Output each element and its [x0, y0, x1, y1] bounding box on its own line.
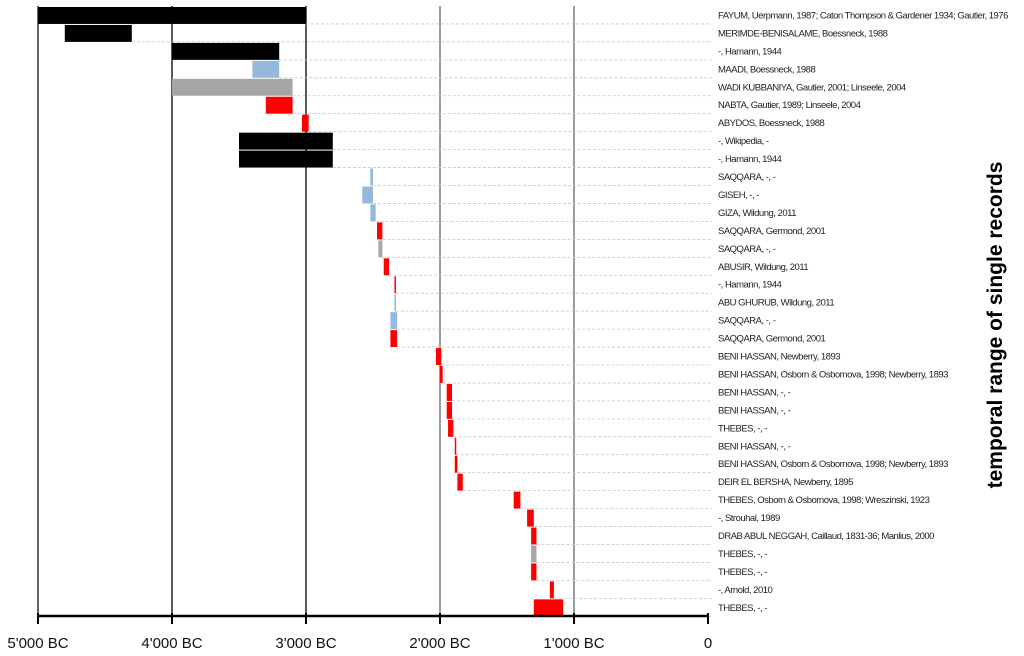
range-bar-5 — [265, 96, 293, 114]
x-axis: 5'000 BC 4'000 BC 3'000 BC 2'000 BC 1'000 BC… — [7, 613, 712, 652]
record-label-8: -, Hamann, 1944 — [718, 154, 781, 165]
record-label-13: SAQQARA, -, - — [718, 244, 776, 255]
record-label-32: -, Arnold, 2010 — [718, 585, 773, 596]
range-bar-30 — [531, 545, 537, 563]
range-bar-1 — [64, 24, 132, 42]
range-bar-31 — [531, 563, 537, 581]
range-bar-25 — [454, 455, 458, 473]
range-bar-20 — [440, 366, 443, 383]
record-label-18: SAQQARA, Germond, 2001 — [718, 334, 825, 345]
range-bar-2 — [172, 42, 280, 60]
range-bar-17 — [390, 312, 398, 330]
record-label-11: GIZA, Wildung, 2011 — [718, 208, 796, 219]
range-bar-12 — [377, 222, 383, 240]
record-label-1: MERIMDE-BENISALAME, Boessneck, 1988 — [718, 28, 888, 39]
range-bar-27 — [513, 491, 521, 509]
record-label-20: BENI HASSAN, Osborn & Osbornova, 1998; N… — [718, 369, 948, 380]
record-label-27: THEBES, Osborn & Osbornova, 1998; Wreszi… — [718, 495, 930, 506]
x-tick-label-3: 2'000 BC — [409, 635, 470, 652]
range-bar-19 — [435, 348, 442, 365]
record-label-31: THEBES, -, - — [718, 567, 767, 578]
range-bar-9 — [370, 168, 373, 186]
range-bar-24 — [454, 437, 457, 455]
record-label-10: GISEH, -, - — [718, 190, 759, 201]
record-label-25: BENI HASSAN, Osborn & Osbornova, 1998; N… — [718, 459, 948, 470]
x-tick-label-1: 4'000 BC — [141, 635, 202, 652]
range-bar-3 — [252, 60, 280, 78]
x-tick-label-5: 0 — [704, 635, 712, 652]
range-bar-14 — [383, 258, 390, 276]
range-bar-4 — [172, 78, 293, 96]
range-bar-22 — [446, 401, 453, 419]
record-label-9: SAQQARA, -, - — [718, 172, 776, 183]
record-label-17: SAQQARA, -, - — [718, 316, 776, 327]
record-labels: FAYUM, Uerpmann, 1987; Caton Thompson & … — [718, 10, 1009, 614]
record-label-24: BENI HASSAN, -, - — [718, 441, 791, 452]
range-bar-33 — [533, 599, 564, 617]
range-bar-8 — [239, 150, 333, 168]
y-axis-label: temporal range of single records — [984, 162, 1007, 489]
record-label-28: -, Strouhal, 1989 — [718, 513, 780, 524]
record-label-29: DRAB ABUL NEGGAH, Caillaud, 1831-36; Man… — [718, 531, 934, 542]
range-bar-18 — [390, 330, 398, 348]
record-label-33: THEBES, -, - — [718, 603, 767, 614]
record-label-19: BENI HASSAN, Newberry, 1893 — [718, 352, 840, 363]
x-tick-label-2: 3'000 BC — [275, 635, 336, 652]
range-bar-16 — [394, 294, 396, 312]
record-label-23: THEBES, -, - — [718, 423, 767, 434]
record-label-3: MAADI, Boessneck, 1988 — [718, 64, 815, 75]
range-bars — [38, 7, 564, 617]
range-bar-0 — [38, 7, 306, 24]
range-bar-32 — [549, 581, 554, 599]
record-label-5: NABTA, Gautier, 1989; Linseele, 2004 — [718, 100, 861, 111]
record-label-7: -, Wikipedia, - — [718, 136, 769, 147]
range-bar-6 — [301, 114, 309, 132]
record-label-15: -, Hamann, 1944 — [718, 280, 781, 291]
range-bar-26 — [457, 473, 463, 491]
x-tick-label-4: 1'000 BC — [543, 635, 604, 652]
record-label-30: THEBES, -, - — [718, 549, 767, 560]
range-bar-28 — [527, 509, 534, 527]
range-bar-21 — [446, 383, 453, 401]
record-label-0: FAYUM, Uerpmann, 1987; Caton Thompson & … — [718, 10, 1008, 21]
record-label-2: -, Hamann, 1944 — [718, 46, 781, 57]
vertical-gridlines — [37, 6, 575, 616]
range-bar-23 — [448, 419, 454, 437]
record-label-21: BENI HASSAN, -, - — [718, 387, 791, 398]
record-label-12: SAQQARA, Germond, 2001 — [718, 226, 825, 237]
range-bar-11 — [370, 204, 376, 222]
range-bar-15 — [394, 276, 396, 294]
row-guide-lines — [131, 23, 712, 617]
record-label-6: ABYDOS, Boessneck, 1988 — [718, 118, 824, 129]
record-label-26: DEIR EL BERSHA, Newberry, 1895 — [718, 477, 853, 488]
range-bar-29 — [531, 527, 537, 545]
record-label-4: WADI KUBBANIYA, Gautier, 2001; Linseele,… — [718, 82, 906, 93]
record-label-14: ABUSIR, Wildung, 2011 — [718, 262, 808, 273]
range-bar-10 — [362, 186, 373, 204]
range-bar-7 — [239, 132, 333, 150]
x-tick-label-0: 5'000 BC — [7, 635, 68, 652]
range-bar-13 — [378, 240, 383, 258]
record-label-22: BENI HASSAN, -, - — [718, 405, 791, 416]
record-label-16: ABU GHURUB, Wildung, 2011 — [718, 298, 834, 309]
